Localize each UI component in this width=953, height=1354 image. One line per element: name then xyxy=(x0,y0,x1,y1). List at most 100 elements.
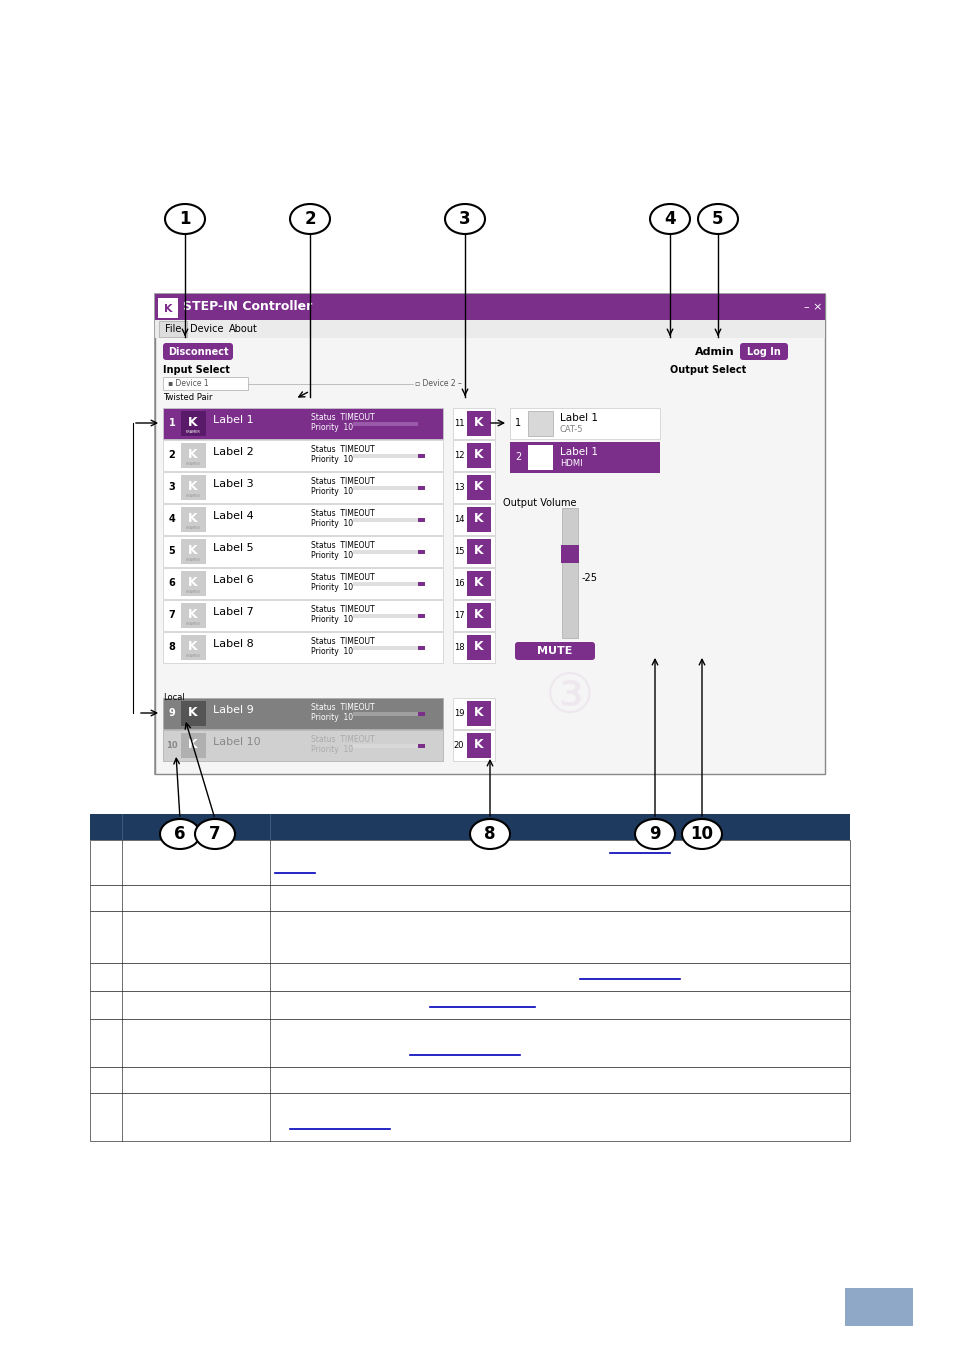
Text: 13: 13 xyxy=(454,482,464,492)
Bar xyxy=(510,408,659,439)
Bar xyxy=(353,613,424,617)
Text: Priority  10: Priority 10 xyxy=(311,455,353,463)
Text: K: K xyxy=(188,707,197,719)
Text: Label 6: Label 6 xyxy=(213,575,253,585)
Bar xyxy=(163,699,442,728)
Text: Disconnect: Disconnect xyxy=(168,347,228,357)
Bar xyxy=(453,600,495,631)
Text: HDMI: HDMI xyxy=(559,459,582,467)
Bar xyxy=(417,550,424,554)
Bar xyxy=(90,1067,849,1093)
Bar xyxy=(90,839,849,886)
Bar xyxy=(527,445,553,470)
Bar xyxy=(417,646,424,650)
Text: K: K xyxy=(474,448,483,462)
Bar xyxy=(510,441,659,473)
Text: K: K xyxy=(164,305,172,314)
Bar xyxy=(90,814,849,839)
Bar xyxy=(163,600,442,631)
Text: STEP-IN Controller: STEP-IN Controller xyxy=(183,301,312,314)
Text: K: K xyxy=(188,738,197,751)
Bar xyxy=(181,701,206,726)
Ellipse shape xyxy=(649,204,689,234)
Text: Priority  10: Priority 10 xyxy=(311,486,353,496)
Bar xyxy=(154,294,824,774)
Text: Status  TIMEOUT: Status TIMEOUT xyxy=(311,703,375,711)
Ellipse shape xyxy=(160,819,200,849)
Bar xyxy=(181,635,206,659)
Text: Priority  10: Priority 10 xyxy=(311,551,353,559)
Bar xyxy=(353,582,424,586)
Text: 2: 2 xyxy=(515,452,520,462)
Bar xyxy=(90,911,849,963)
Text: Label 4: Label 4 xyxy=(213,510,253,521)
Bar xyxy=(353,422,424,427)
Text: Label 8: Label 8 xyxy=(213,639,253,649)
Text: K: K xyxy=(474,577,483,589)
Bar xyxy=(90,1020,849,1067)
Text: 19: 19 xyxy=(454,708,464,718)
Bar xyxy=(417,454,424,458)
Text: 16: 16 xyxy=(454,578,464,588)
Bar xyxy=(154,320,824,338)
Bar xyxy=(181,733,206,758)
Bar xyxy=(181,443,206,468)
Bar xyxy=(453,730,495,761)
Text: 7: 7 xyxy=(169,611,175,620)
Text: -25: -25 xyxy=(581,573,598,582)
Text: 14: 14 xyxy=(454,515,464,524)
Bar xyxy=(453,408,495,439)
Text: Log In: Log In xyxy=(746,347,781,357)
Text: Status  TIMEOUT: Status TIMEOUT xyxy=(311,573,375,581)
Ellipse shape xyxy=(681,819,721,849)
Text: Device: Device xyxy=(190,324,224,334)
Bar xyxy=(90,963,849,991)
Bar xyxy=(417,712,424,716)
Text: K: K xyxy=(188,640,197,654)
Bar xyxy=(181,539,206,565)
Ellipse shape xyxy=(470,819,510,849)
Text: 1: 1 xyxy=(515,418,520,428)
Text: 5: 5 xyxy=(169,546,175,556)
Text: Twisted Pair: Twisted Pair xyxy=(163,394,213,402)
Text: Label 10: Label 10 xyxy=(213,737,260,747)
Bar xyxy=(417,743,424,747)
Text: 1: 1 xyxy=(179,210,191,227)
Text: Status  TIMEOUT: Status TIMEOUT xyxy=(311,413,375,421)
Text: K: K xyxy=(188,544,197,558)
Text: CAT-5: CAT-5 xyxy=(559,425,583,433)
Bar xyxy=(163,408,442,439)
Bar xyxy=(90,886,849,911)
Text: 10: 10 xyxy=(166,741,177,750)
Ellipse shape xyxy=(194,819,234,849)
Text: Label 9: Label 9 xyxy=(213,705,253,715)
Text: Priority  10: Priority 10 xyxy=(311,745,353,753)
Text: Status  TIMEOUT: Status TIMEOUT xyxy=(311,477,375,486)
Text: Output Volume: Output Volume xyxy=(503,498,577,508)
Bar xyxy=(467,539,491,565)
Text: K: K xyxy=(188,448,197,462)
Bar xyxy=(417,582,424,586)
Text: K: K xyxy=(474,707,483,719)
Text: – ×: – × xyxy=(803,302,821,311)
Text: Label 2: Label 2 xyxy=(213,447,253,458)
Text: 17: 17 xyxy=(454,611,464,620)
Text: File: File xyxy=(165,324,181,334)
Text: 10: 10 xyxy=(690,825,713,844)
Bar xyxy=(453,699,495,728)
Text: 2: 2 xyxy=(169,450,175,460)
Bar xyxy=(181,506,206,532)
Text: KRAMER: KRAMER xyxy=(186,654,200,658)
Bar xyxy=(417,486,424,490)
Bar xyxy=(163,473,442,502)
Text: Status  TIMEOUT: Status TIMEOUT xyxy=(311,509,375,517)
Bar xyxy=(453,440,495,471)
Bar xyxy=(154,294,824,320)
Text: K: K xyxy=(474,481,483,493)
Text: 8: 8 xyxy=(484,825,496,844)
Text: 5: 5 xyxy=(712,210,723,227)
Text: MUTE: MUTE xyxy=(537,646,572,655)
FancyBboxPatch shape xyxy=(740,343,787,360)
Bar xyxy=(181,603,206,628)
Text: Status  TIMEOUT: Status TIMEOUT xyxy=(311,734,375,743)
